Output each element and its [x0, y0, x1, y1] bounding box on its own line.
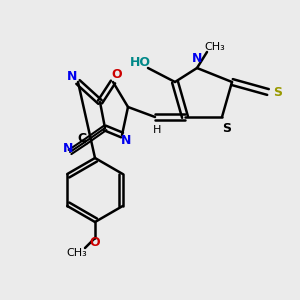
- Text: N: N: [67, 70, 77, 83]
- Text: S: S: [274, 85, 283, 98]
- Text: N: N: [63, 142, 73, 155]
- Text: HO: HO: [130, 56, 151, 70]
- Text: CH₃: CH₃: [67, 248, 87, 258]
- Text: N: N: [121, 134, 131, 148]
- Text: H: H: [153, 125, 161, 135]
- Text: S: S: [223, 122, 232, 136]
- Text: O: O: [112, 68, 122, 80]
- Text: C: C: [77, 133, 87, 146]
- Text: CH₃: CH₃: [205, 42, 225, 52]
- Text: N: N: [192, 52, 202, 64]
- Text: O: O: [90, 236, 100, 248]
